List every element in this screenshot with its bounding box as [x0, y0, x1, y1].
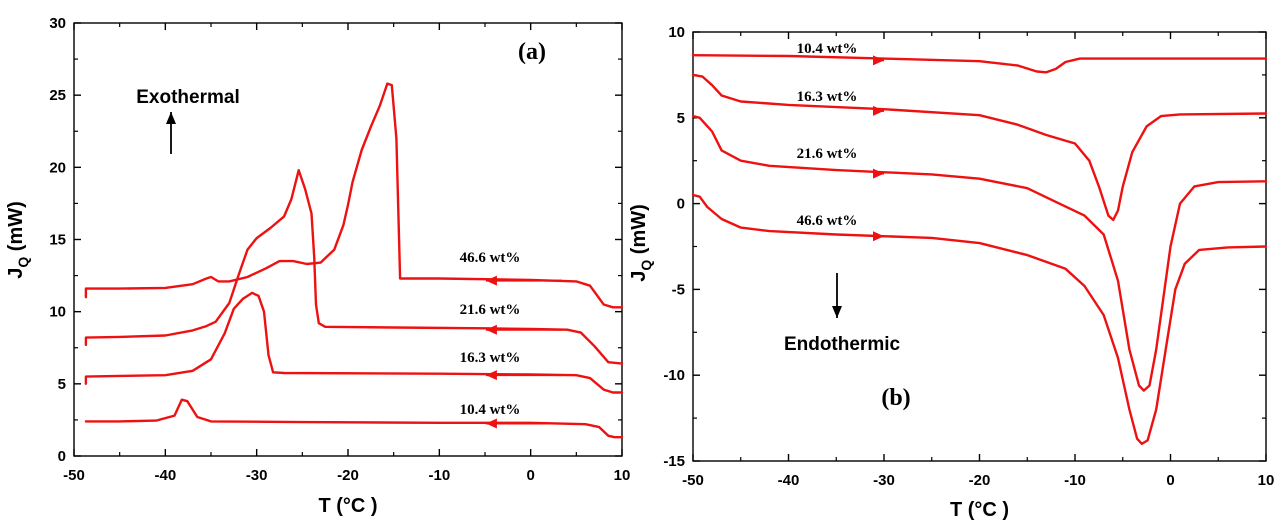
scan-direction-arrow-head [485, 370, 497, 381]
y-tick-label: 25 [49, 87, 66, 104]
x-tick-label: -10 [428, 467, 450, 484]
y-axis-title: JQ (mW) [628, 204, 654, 282]
series-curve [691, 193, 1268, 445]
x-tick-label: -50 [682, 472, 704, 489]
y-tick-label: 20 [49, 159, 66, 176]
series-label: 10.4 wt% [797, 41, 858, 57]
y-tick-label: -15 [663, 453, 685, 470]
x-tick-label: -50 [63, 467, 85, 484]
series-label: 16.3 wt% [460, 350, 521, 366]
x-tick-label: -20 [969, 472, 991, 489]
x-tick-label: -30 [246, 467, 268, 484]
scan-direction-arrow-head [873, 231, 884, 242]
scan-direction-arrow-head [485, 275, 497, 286]
y-tick-label: -5 [672, 281, 685, 298]
x-tick-label: -40 [778, 472, 800, 489]
y-axis-title: JQ (mW) [5, 201, 31, 279]
x-tick-label: 10 [1258, 472, 1275, 489]
x-tick-label: -40 [154, 467, 176, 484]
x-tick-label: 0 [526, 467, 534, 484]
series-curve [691, 54, 1268, 74]
series-label: 10.4 wt% [460, 402, 521, 418]
x-tick-label: -10 [1064, 472, 1086, 489]
direction-label: Endothermic [784, 334, 901, 355]
y-tick-label: 10 [668, 24, 685, 41]
scan-direction-arrow-head [873, 55, 884, 66]
scan-direction-arrow-head [873, 105, 884, 116]
series-label: 16.3 wt% [797, 89, 858, 105]
x-tick-label: -20 [337, 467, 359, 484]
direction-label: Exothermal [136, 87, 239, 108]
series-curve [691, 73, 1268, 222]
series-curve [84, 169, 624, 365]
y-tick-label: 10 [49, 304, 66, 321]
x-tick-label: 0 [1166, 472, 1174, 489]
series-label: 46.6 wt% [797, 213, 858, 229]
x-tick-label: 10 [614, 467, 631, 484]
y-tick-label: -10 [663, 367, 685, 384]
chart-panel-a: -50 -40 -30 -20 -10 0 10 0 5 10 15 20 25 30 T (°C ) JQ … [5, 15, 630, 517]
series-curve [691, 114, 1268, 392]
panel-label: (b) [881, 385, 910, 411]
series-label: 21.6 wt% [797, 146, 858, 162]
scan-direction-arrow-head [485, 418, 497, 429]
y-tick-label: 5 [58, 376, 66, 393]
heat-flow-arrow-head [166, 112, 176, 124]
series-curve [84, 398, 624, 439]
y-tick-label: 15 [49, 232, 66, 249]
y-tick-label: 0 [677, 196, 685, 213]
series-curve [84, 291, 624, 394]
scan-direction-arrow-head [873, 168, 884, 179]
series-label: 46.6 wt% [460, 250, 521, 266]
series-curve [84, 82, 624, 309]
plot-frame [692, 31, 1267, 462]
y-tick-label: 0 [58, 448, 66, 465]
scan-direction-arrow-head [485, 324, 497, 335]
x-tick-label: -30 [873, 472, 895, 489]
heat-flow-arrow-head [832, 306, 842, 318]
series-label: 21.6 wt% [460, 302, 521, 318]
panel-label: (a) [518, 39, 546, 65]
x-axis-title: T (°C ) [318, 495, 377, 517]
y-tick-label: 30 [49, 15, 66, 32]
y-tick-label: 5 [677, 110, 685, 127]
x-axis-title: T (°C ) [950, 499, 1009, 521]
